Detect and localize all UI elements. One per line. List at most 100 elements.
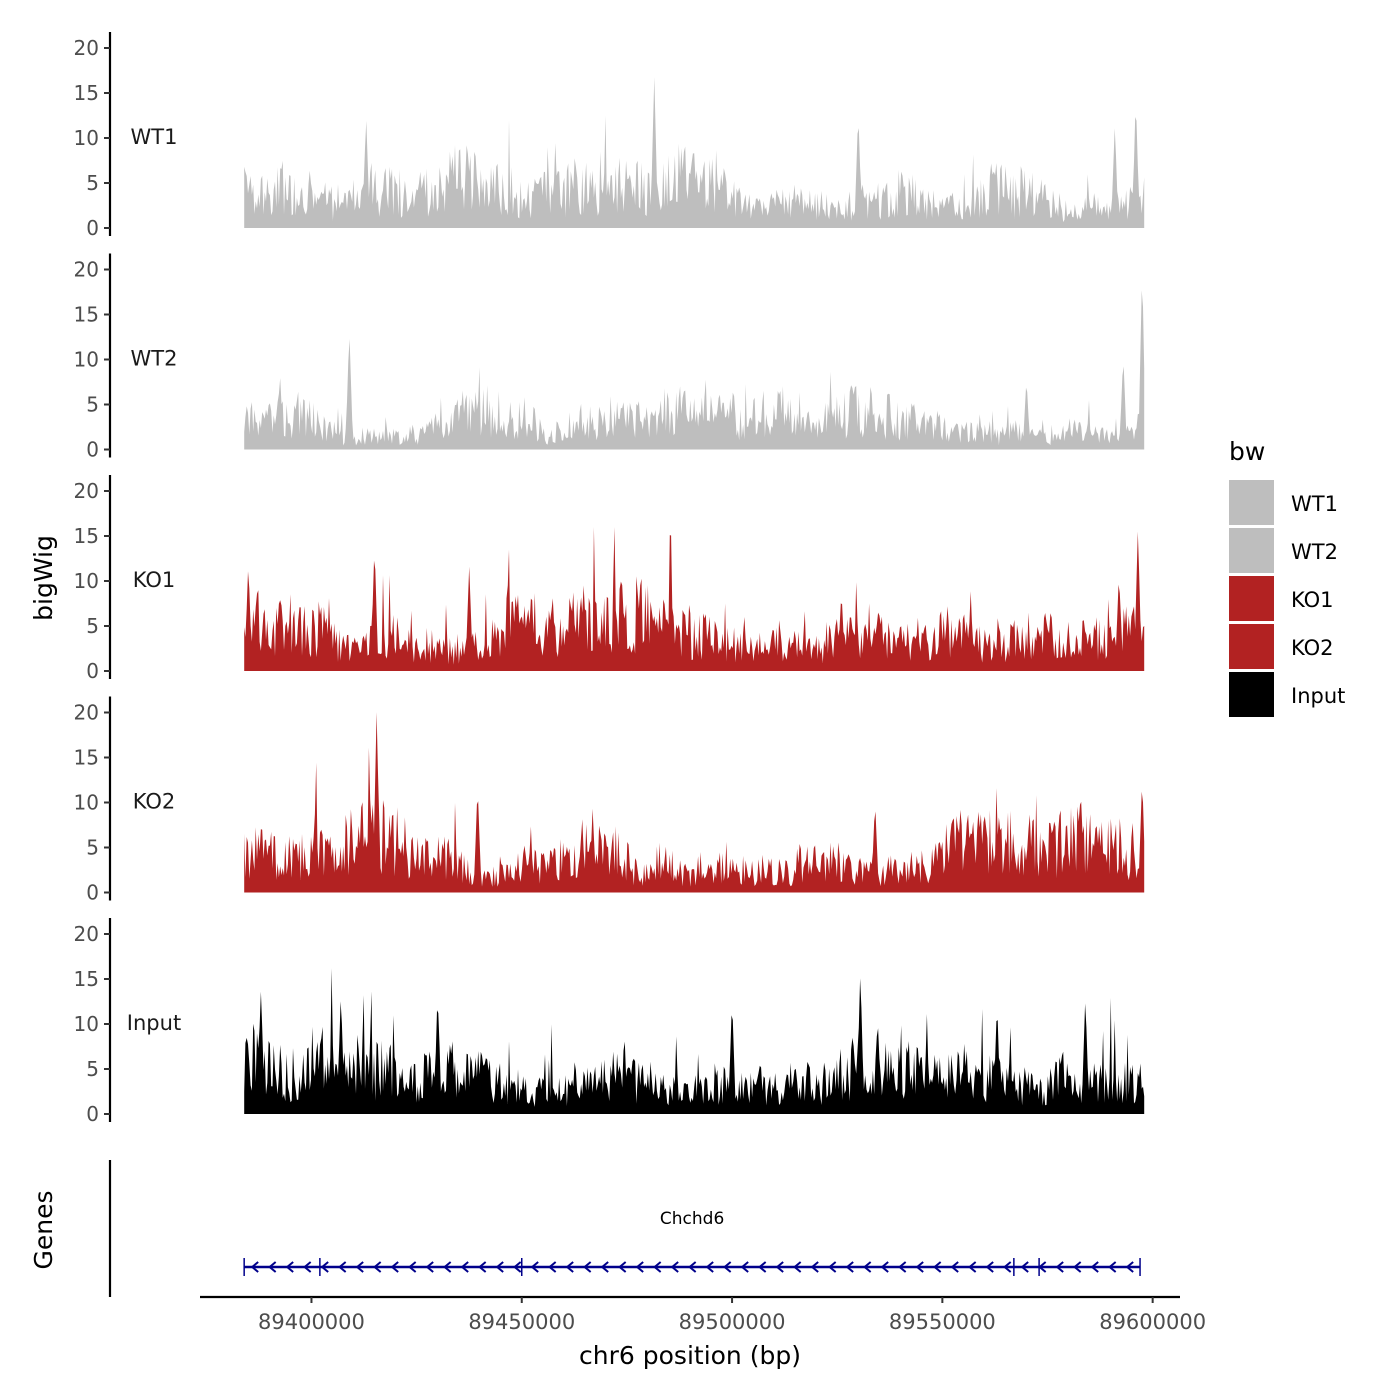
strand-arrow: [600, 1261, 609, 1273]
strand-arrow: [320, 1261, 329, 1273]
x-tick-label: 89600000: [1099, 1310, 1206, 1334]
legend-key-input: [1229, 672, 1274, 717]
strand-arrow: [740, 1261, 749, 1273]
strand-arrow: [303, 1261, 312, 1273]
y-tick-label: 20: [74, 258, 99, 282]
strand-arrow: [1020, 1261, 1029, 1273]
strand-arrow: [810, 1261, 819, 1273]
strand-arrow: [985, 1261, 994, 1273]
legend-key-wt2: [1229, 528, 1274, 573]
x-axis: 89400000 89450000 89500000 89550000 89600000: [200, 1295, 1206, 1334]
strand-arrow: [898, 1261, 907, 1273]
strand-arrow: [915, 1261, 924, 1273]
y-tick-label: 0: [86, 216, 99, 240]
strand-arrow: [723, 1261, 732, 1273]
strand-arrow: [863, 1261, 872, 1273]
y-axis-title: bigWig: [29, 535, 58, 621]
y-tick-label: 5: [86, 171, 99, 195]
strand-arrow: [338, 1261, 347, 1273]
y-tick-label: 5: [86, 1057, 99, 1081]
legend-key-ko2: [1229, 624, 1274, 669]
gene-track: Chchd6: [108, 1160, 1141, 1297]
y-tick-label: 15: [74, 967, 99, 991]
strand-arrow: [1125, 1261, 1134, 1273]
genes-axis-title: Genes: [29, 1190, 58, 1269]
strand-arrow: [460, 1261, 469, 1273]
y-tick-label: 20: [74, 922, 99, 946]
signal-area-wt1: [244, 77, 1145, 228]
strand-arrow: [618, 1261, 627, 1273]
strand-arrow: [775, 1261, 784, 1273]
strand-arrow: [373, 1261, 382, 1273]
strand-arrow: [635, 1261, 644, 1273]
strand-arrow: [1038, 1261, 1047, 1273]
legend-label: KO1: [1291, 588, 1334, 612]
signal-area-ko2: [244, 712, 1145, 893]
strand-arrow: [880, 1261, 889, 1273]
strand-arrow: [828, 1261, 837, 1273]
strand-arrow: [268, 1261, 277, 1273]
y-tick-label: 10: [74, 348, 99, 372]
strand-arrow: [758, 1261, 767, 1273]
strand-arrow: [653, 1261, 662, 1273]
signal-area-wt2: [244, 290, 1145, 450]
strand-arrow: [845, 1261, 854, 1273]
y-tick-label: 15: [74, 746, 99, 770]
legend-label: WT2: [1291, 540, 1338, 564]
y-tick-label: 10: [74, 791, 99, 815]
x-tick-label: 89550000: [889, 1310, 996, 1334]
y-tick-label: 0: [86, 881, 99, 905]
strand-arrow: [670, 1261, 679, 1273]
legend-title: bw: [1229, 437, 1265, 466]
x-tick-label: 89400000: [258, 1310, 365, 1334]
strand-arrow: [548, 1261, 557, 1273]
track-wt1: 0 5 10 15 20 WT1: [74, 32, 1145, 240]
legend-label: KO2: [1291, 636, 1334, 660]
y-tick-label: 10: [74, 1012, 99, 1036]
strand-arrow: [968, 1261, 977, 1273]
y-tick-label: 5: [86, 393, 99, 417]
signal-area-input: [244, 968, 1145, 1114]
track-input: 0 5 10 15 20 Input: [74, 918, 1145, 1126]
strand-arrow: [1108, 1261, 1117, 1273]
track-label: KO1: [133, 568, 176, 592]
track-ko1: 0 5 10 15 20 KO1: [74, 475, 1145, 683]
strand-arrow: [933, 1261, 942, 1273]
strand-arrow: [688, 1261, 697, 1273]
strand-arrow: [583, 1261, 592, 1273]
y-tick-label: 20: [74, 479, 99, 503]
track-ko2: 0 5 10 15 20 KO2: [74, 696, 1145, 905]
strand-arrow: [250, 1261, 259, 1273]
strand-arrow: [705, 1261, 714, 1273]
y-tick-label: 15: [74, 81, 99, 105]
strand-arrow: [530, 1261, 539, 1273]
track-label: KO2: [133, 790, 176, 814]
gene-label: Chchd6: [660, 1209, 724, 1229]
legend-key-ko1: [1229, 576, 1274, 621]
legend: bw WT1 WT2 KO1 KO2 Input: [1229, 437, 1345, 717]
strand-arrow: [793, 1261, 802, 1273]
legend-label: WT1: [1291, 492, 1338, 516]
y-tick-label: 0: [86, 659, 99, 683]
strand-arrow: [950, 1261, 959, 1273]
x-tick-label: 89500000: [679, 1310, 786, 1334]
y-tick-label: 5: [86, 836, 99, 860]
strand-arrow: [408, 1261, 417, 1273]
strand-arrow: [478, 1261, 487, 1273]
x-tick-label: 89450000: [468, 1310, 575, 1334]
y-tick-label: 20: [74, 701, 99, 725]
strand-arrow: [1090, 1261, 1099, 1273]
x-axis-title: chr6 position (bp): [579, 1341, 801, 1370]
strand-arrow: [285, 1261, 294, 1273]
track-label: Input: [127, 1011, 181, 1035]
y-tick-label: 0: [86, 438, 99, 462]
track-label: WT1: [131, 125, 178, 149]
y-tick-label: 15: [74, 303, 99, 327]
y-tick-label: 10: [74, 126, 99, 150]
strand-arrow: [565, 1261, 574, 1273]
y-tick-label: 20: [74, 36, 99, 60]
y-tick-label: 0: [86, 1102, 99, 1126]
legend-key-wt1: [1229, 480, 1274, 525]
bigwig-tracks: 0 5 10 15 20 WT1 0 5 10 15 20 WT2 0 5 10 15 20 KO1 0 5 10 15 2…: [74, 32, 1145, 1126]
